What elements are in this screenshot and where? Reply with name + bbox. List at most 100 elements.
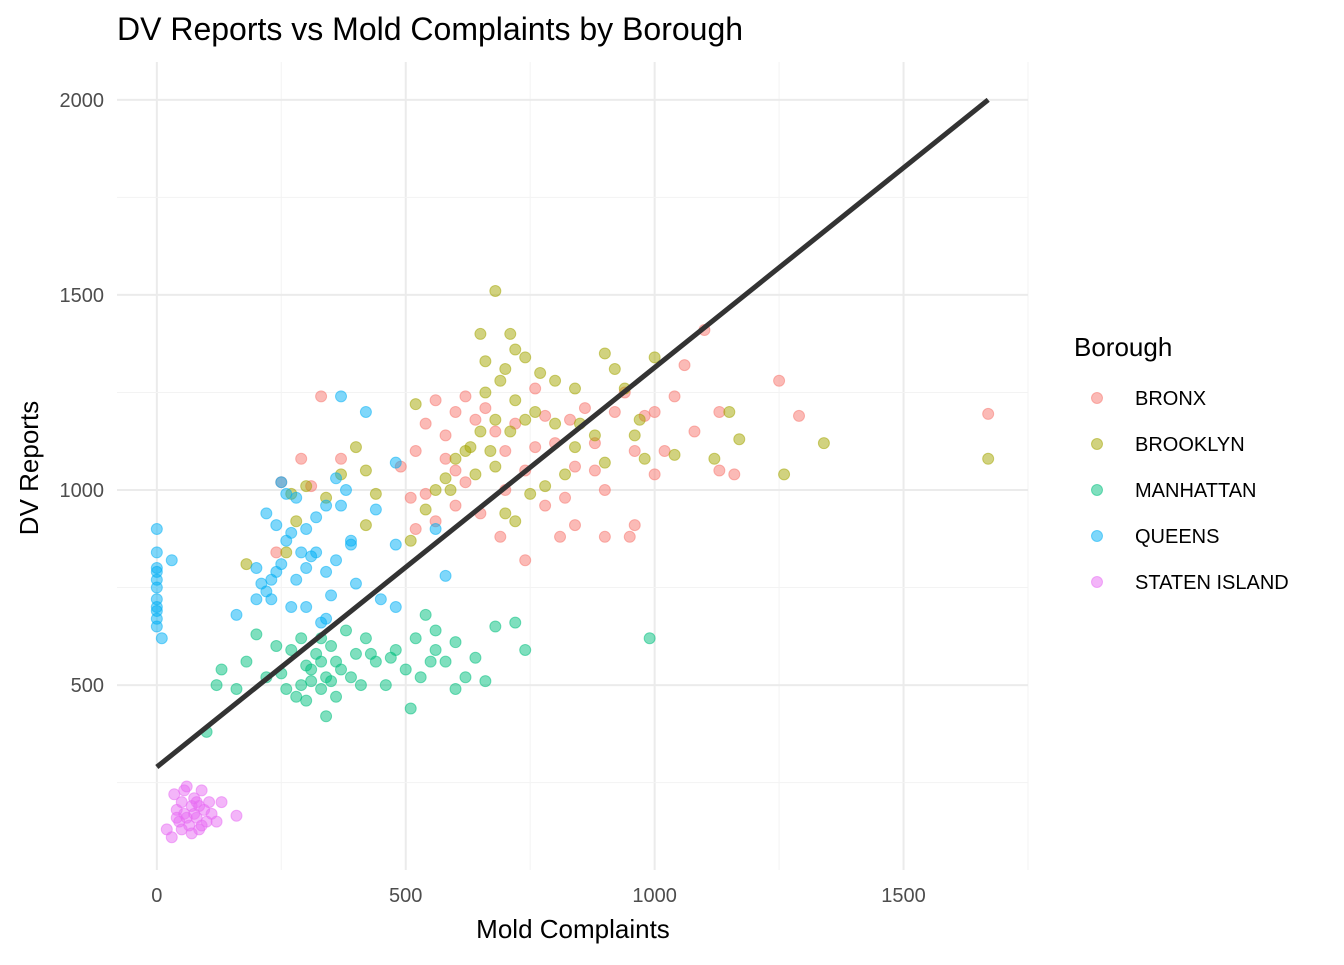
data-point-queens xyxy=(310,511,323,524)
data-point-staten-island xyxy=(165,831,178,844)
data-point-brooklyn xyxy=(982,452,995,465)
data-point-queens xyxy=(265,593,278,606)
data-point-brooklyn xyxy=(489,413,502,426)
data-point-bronx xyxy=(554,530,567,543)
data-point-bronx xyxy=(982,407,995,420)
data-point-brooklyn xyxy=(449,452,462,465)
data-point-bronx xyxy=(578,402,591,415)
data-point-manhattan xyxy=(295,679,308,692)
data-point-bronx xyxy=(499,444,512,457)
data-point-manhattan xyxy=(409,632,422,645)
y-tick-label: 1000 xyxy=(60,480,105,502)
data-point-brooklyn xyxy=(549,374,562,387)
data-point-staten-island xyxy=(210,815,223,828)
legend-key-brooklyn xyxy=(1091,438,1103,450)
data-point-staten-island xyxy=(195,819,208,832)
data-point-staten-island xyxy=(168,788,181,801)
data-point-bronx xyxy=(459,476,472,489)
data-point-queens xyxy=(300,562,313,575)
data-point-manhattan xyxy=(240,655,253,668)
data-point-brooklyn xyxy=(549,417,562,430)
data-point-manhattan xyxy=(295,632,308,645)
data-point-manhattan xyxy=(305,675,318,688)
data-point-manhattan xyxy=(320,710,333,723)
data-point-queens xyxy=(285,601,298,614)
data-point-brooklyn xyxy=(504,425,517,438)
data-point-queens xyxy=(270,519,283,532)
data-point-brooklyn xyxy=(519,351,532,364)
data-point-bronx xyxy=(564,413,577,426)
data-point-staten-island xyxy=(175,823,188,836)
data-point-queens xyxy=(389,456,402,469)
data-points xyxy=(150,285,995,844)
legend-title: Borough xyxy=(1074,332,1172,362)
data-point-brooklyn xyxy=(708,452,721,465)
data-point-manhattan xyxy=(399,663,412,676)
data-point-manhattan xyxy=(384,651,397,664)
data-point-bronx xyxy=(773,374,786,387)
data-point-bronx xyxy=(713,405,726,418)
data-point-brooklyn xyxy=(509,515,522,528)
data-point-brooklyn xyxy=(419,503,432,516)
data-point-bronx xyxy=(688,425,701,438)
data-point-brooklyn xyxy=(539,480,552,493)
data-point-queens xyxy=(290,573,303,586)
data-point-manhattan xyxy=(330,655,343,668)
data-point-brooklyn xyxy=(668,448,681,461)
data-point-staten-island xyxy=(193,800,206,813)
data-point-bronx xyxy=(529,382,542,395)
legend-key-manhattan xyxy=(1091,484,1103,496)
trend-line xyxy=(155,97,990,769)
data-point-bronx xyxy=(449,499,462,512)
data-point-bronx xyxy=(608,405,621,418)
data-point-bronx xyxy=(588,464,601,477)
data-point-brooklyn xyxy=(300,480,313,493)
data-point-queens xyxy=(250,593,263,606)
data-point-queens xyxy=(320,565,333,578)
data-point-manhattan xyxy=(449,636,462,649)
data-point-queens xyxy=(150,620,163,633)
data-point-bronx xyxy=(295,452,308,465)
data-point-bronx xyxy=(628,519,641,532)
data-point-manhattan xyxy=(230,682,243,695)
legend-label: MANHATTAN xyxy=(1135,480,1256,502)
data-point-queens xyxy=(325,589,338,602)
data-point-brooklyn xyxy=(499,363,512,376)
legend-label: STATEN ISLAND xyxy=(1135,572,1289,594)
y-tick-label: 1500 xyxy=(60,285,105,307)
data-point-brooklyn xyxy=(817,437,830,450)
data-point-staten-island xyxy=(203,796,216,809)
legend-label: BRONX xyxy=(1135,388,1206,410)
data-point-brooklyn xyxy=(359,464,372,477)
data-point-queens xyxy=(389,601,402,614)
data-point-queens xyxy=(339,483,352,496)
data-point-brooklyn xyxy=(494,374,507,387)
data-point-queens xyxy=(230,608,243,621)
x-tick-label: 0 xyxy=(151,885,162,907)
y-axis-label: DV Reports xyxy=(14,401,44,535)
data-point-manhattan xyxy=(479,675,492,688)
data-point-bronx xyxy=(429,394,442,407)
legend-key-staten-island xyxy=(1091,576,1103,588)
data-point-brooklyn xyxy=(648,351,661,364)
x-tick-label: 1500 xyxy=(881,885,926,907)
data-point-manhattan xyxy=(429,643,442,656)
data-point-brooklyn xyxy=(489,285,502,298)
data-point-queens xyxy=(359,405,372,418)
data-point-manhattan xyxy=(379,679,392,692)
data-point-bronx xyxy=(449,464,462,477)
legend: Borough BRONX BROOKLYN MANHATTAN QUEENS STAT… xyxy=(1074,332,1289,594)
data-point-queens xyxy=(150,523,163,536)
data-point-bronx xyxy=(519,554,532,567)
data-point-manhattan xyxy=(439,655,452,668)
data-point-queens xyxy=(305,550,318,563)
data-point-queens xyxy=(320,499,333,512)
data-point-brooklyn xyxy=(479,386,492,399)
data-point-bronx xyxy=(419,487,432,500)
data-point-brooklyn xyxy=(509,394,522,407)
data-point-brooklyn xyxy=(723,405,736,418)
data-point-queens xyxy=(250,562,263,575)
data-point-staten-island xyxy=(185,827,198,840)
data-point-bronx xyxy=(628,444,641,457)
